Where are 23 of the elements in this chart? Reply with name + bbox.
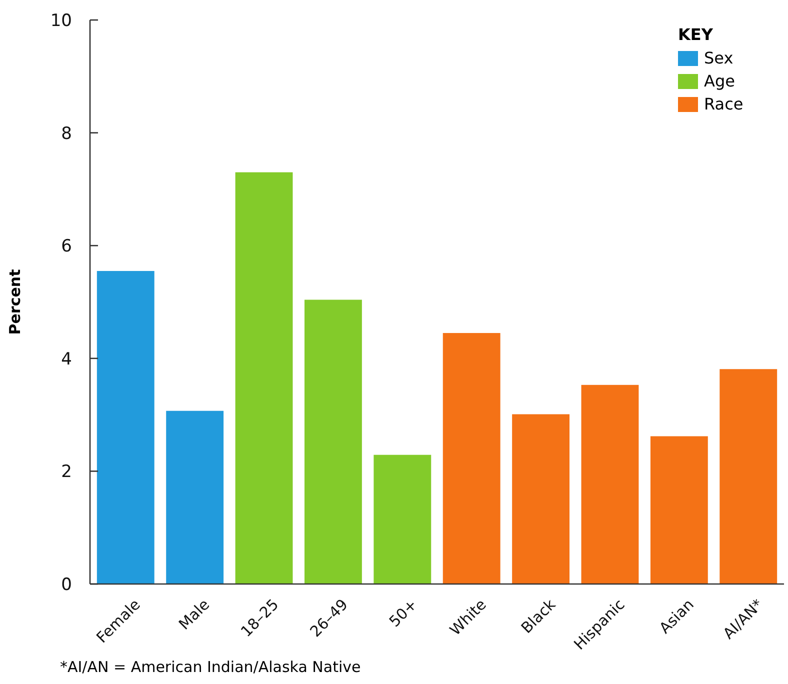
- y-tick-label: 4: [61, 349, 72, 370]
- bar: [166, 410, 224, 584]
- text: *AI/AN = American Indian/Alaska Native: [60, 658, 361, 676]
- legend-label: Sex: [704, 48, 734, 68]
- y-tick-label: 10: [50, 10, 72, 31]
- y-tick-label: 2: [61, 462, 72, 482]
- bar: [512, 414, 570, 584]
- bar: [581, 384, 639, 584]
- bar: [720, 369, 778, 584]
- legend-label: Race: [704, 94, 744, 114]
- y-axis-title: Percent: [6, 269, 24, 335]
- y-tick-label: 6: [61, 236, 72, 257]
- legend-title: KEY: [678, 25, 714, 44]
- bar: [442, 333, 500, 584]
- bar: [96, 270, 154, 584]
- legend-label: Age: [704, 72, 735, 91]
- bar: [304, 300, 362, 584]
- y-tick-label: 0: [61, 574, 72, 595]
- y-tick-label: 8: [61, 124, 72, 144]
- bar: [235, 172, 293, 584]
- x-tick-label: 50+: [386, 596, 421, 631]
- bar: [650, 436, 708, 584]
- bar: [374, 454, 432, 584]
